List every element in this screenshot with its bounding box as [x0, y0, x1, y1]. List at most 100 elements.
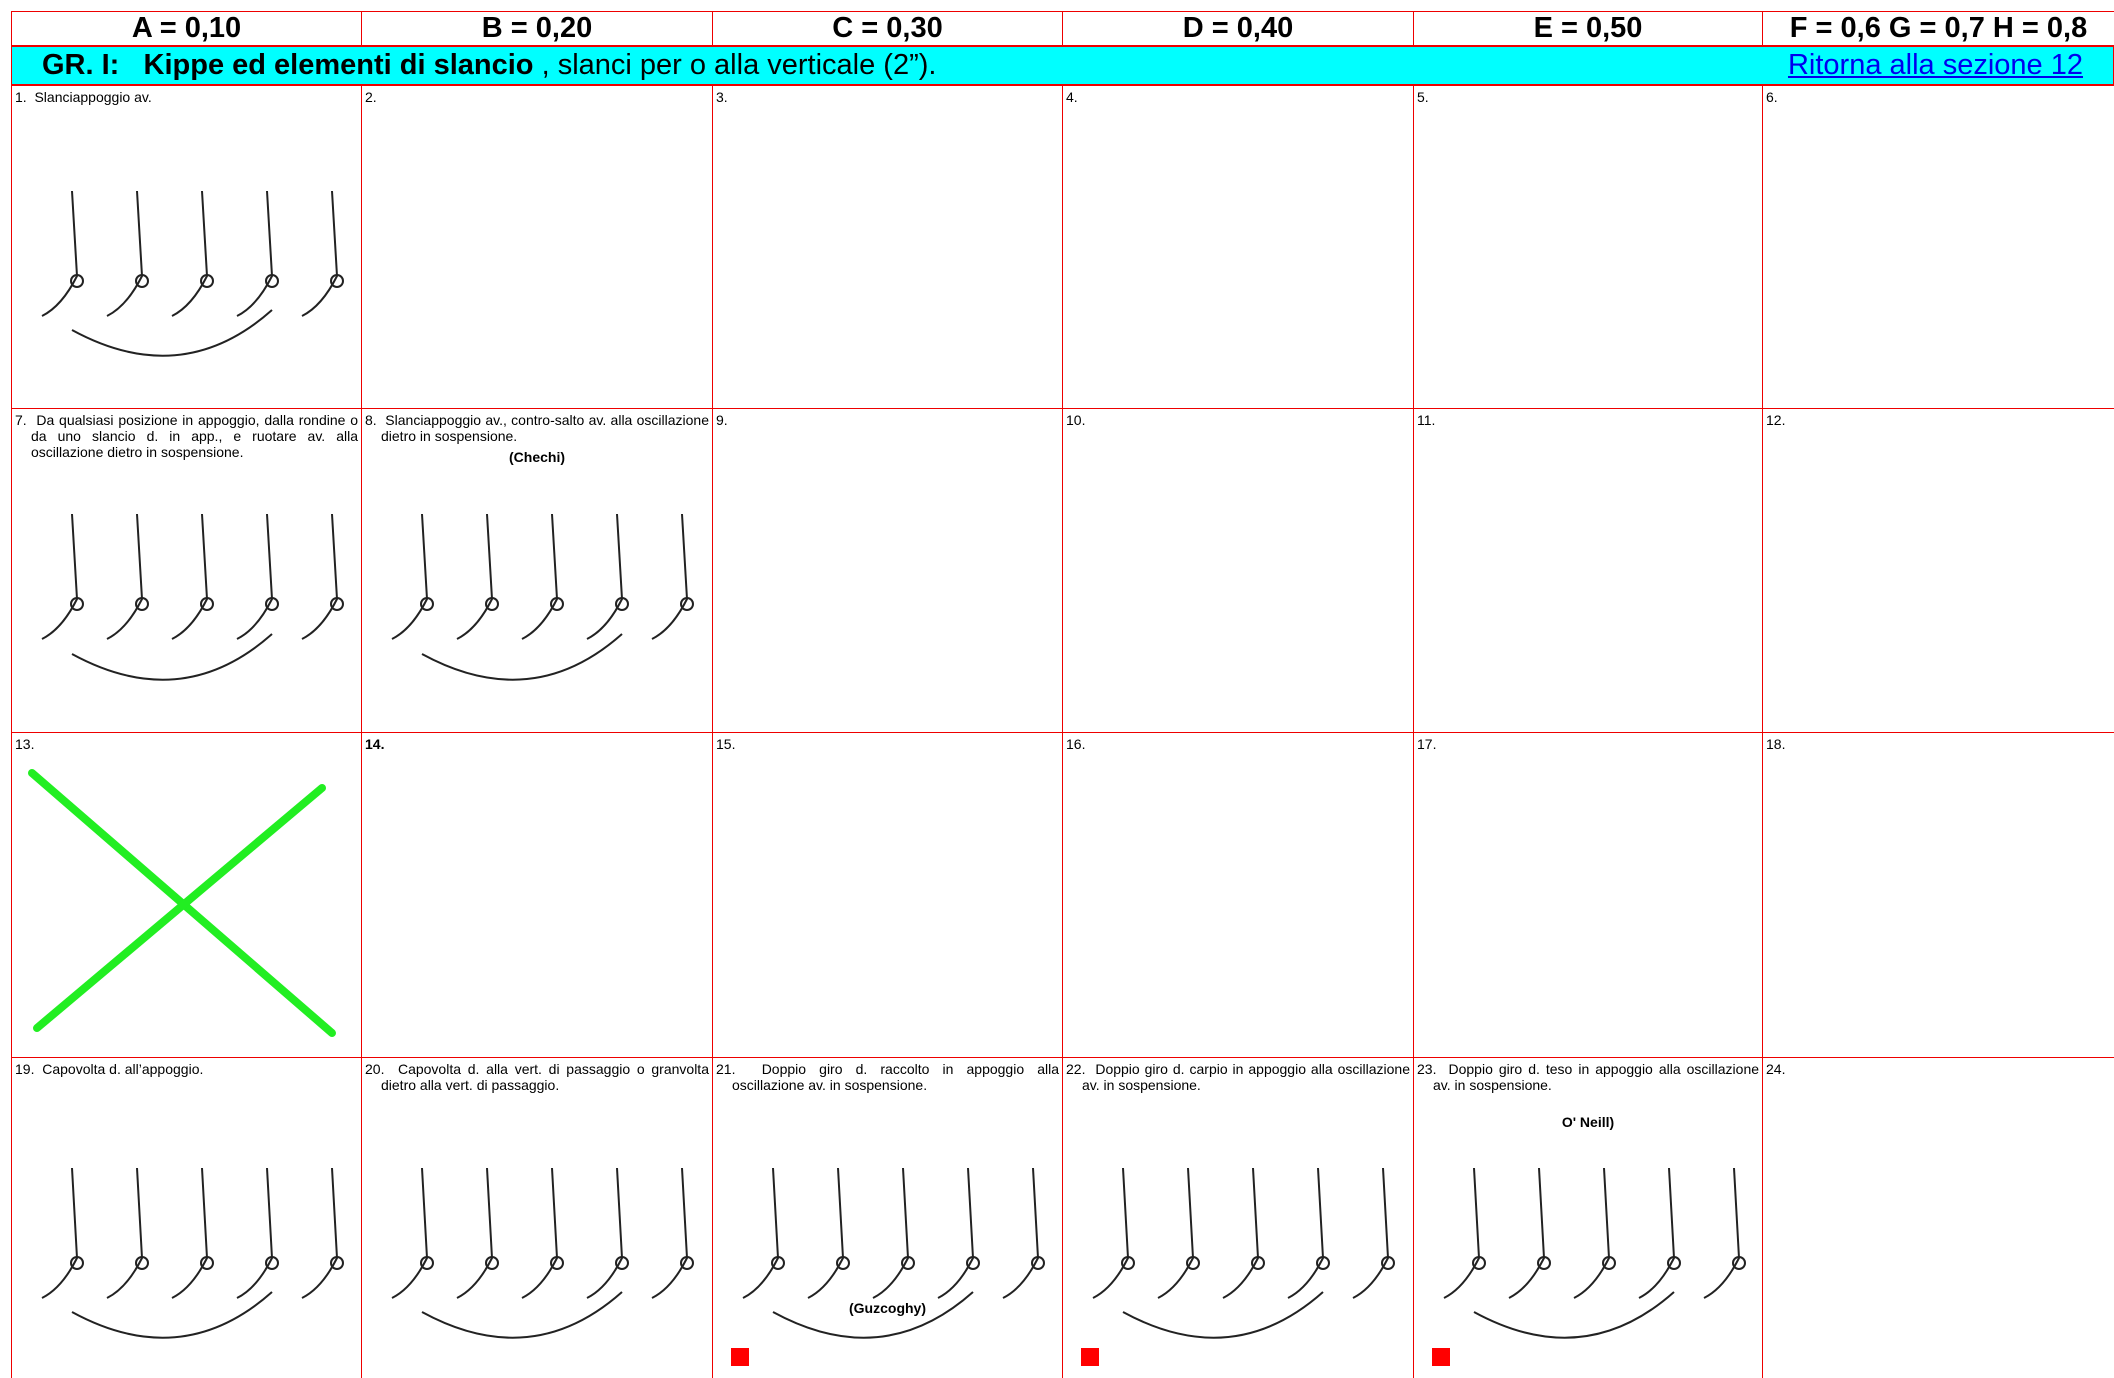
cell-description: Da qualsiasi posizione in appoggio, dall… [31, 412, 359, 460]
sketch-head [330, 597, 344, 611]
red-marker [1432, 1348, 1450, 1366]
sketch-arrow [71, 1291, 273, 1339]
cell-graphic [41, 1167, 344, 1339]
cell-graphic [1763, 1058, 2114, 1378]
cell-graphic [41, 513, 344, 681]
sketch-stroke [1638, 1167, 1676, 1299]
table-cell: 1. Slanciappoggio av. [11, 85, 362, 409]
cell-number: 24. [1766, 1061, 1786, 1077]
cell-text: 21. Doppio giro d. raccolto in appoggio … [716, 1061, 1059, 1093]
cell-text: 24. [1766, 1061, 2111, 1077]
table-cell: 24. [1762, 1057, 2114, 1378]
sketch-stroke [171, 190, 209, 317]
sketch-stroke [1092, 1167, 1130, 1299]
sketch-stroke [1703, 1167, 1741, 1299]
cell-graphic [362, 733, 713, 1058]
cell-number: 6. [1766, 89, 1778, 105]
cell-text: 17. [1417, 736, 1759, 752]
cell-text: 8. Slanciappoggio av., contro-salto av. … [365, 412, 709, 444]
cell-number: 13. [15, 736, 35, 752]
figure-sketch [742, 1167, 1045, 1339]
sketch-head [1602, 1256, 1616, 1270]
sketch-head [1732, 1256, 1746, 1270]
sketch-stroke [521, 513, 559, 640]
sketch-head [265, 1256, 279, 1270]
sketch-stroke [41, 190, 79, 317]
cell-graphic [1414, 409, 1763, 733]
sketch-head [1121, 1256, 1135, 1270]
cell-description: Capovolta d. all’appoggio. [42, 1061, 204, 1077]
cell-graphic [391, 513, 694, 681]
cell-text: 22. Doppio giro d. carpio in appoggio al… [1066, 1061, 1410, 1093]
table-cell: 11. [1413, 408, 1763, 733]
table-cell: 12. [1762, 408, 2114, 733]
column-header: B = 0,20 [361, 11, 713, 46]
sketch-stroke [456, 513, 494, 640]
cell-number: 22. [1066, 1061, 1086, 1077]
cell-number: 20. [365, 1061, 385, 1077]
sketch-stroke [586, 513, 624, 640]
cell-description: Doppio giro d. teso in appoggio alla osc… [1433, 1061, 1760, 1093]
sketch-head [771, 1256, 785, 1270]
sketch-stroke [1157, 1167, 1195, 1299]
back-link[interactable]: Ritorna alla sezione 12 [1787, 49, 2083, 81]
cell-number: 16. [1066, 736, 1086, 752]
sketch-head [420, 597, 434, 611]
sketch-arrow [772, 1291, 974, 1339]
cell-number: 9. [716, 412, 728, 428]
sketch-head [1251, 1256, 1265, 1270]
sketch-arrow [1473, 1291, 1675, 1339]
cell-number: 1. [15, 89, 27, 105]
sketch-stroke [171, 513, 209, 640]
table-cell: 17. [1413, 732, 1763, 1058]
sketch-head [265, 597, 279, 611]
sketch-arrow [421, 633, 623, 681]
sketch-stroke [521, 1167, 559, 1299]
sketch-head [1186, 1256, 1200, 1270]
cell-description: Slanciappoggio av., contro-salto av. all… [381, 412, 710, 444]
cell-number: 15. [716, 736, 736, 752]
cell-text: 1. Slanciappoggio av. [15, 89, 358, 105]
cell-text: 13. [15, 736, 358, 752]
cell-number: 18. [1766, 736, 1786, 752]
sketch-stroke [1508, 1167, 1546, 1299]
sketch-head [70, 1256, 84, 1270]
sketch-stroke [1352, 1167, 1390, 1299]
cell-number: 3. [716, 89, 728, 105]
table-cell: 21. Doppio giro d. raccolto in appoggio … [712, 1057, 1063, 1378]
cell-graphic [713, 86, 1063, 409]
cell-text: 3. [716, 89, 1059, 105]
column-header: E = 0,50 [1413, 11, 1763, 46]
cell-text: 2. [365, 89, 709, 105]
gymnast-name: O' Neill) [1561, 1114, 1615, 1130]
table-cell: 18. [1762, 732, 2114, 1058]
table-cell: 7. Da qualsiasi posizione in appoggio, d… [11, 408, 362, 733]
column-header: A = 0,10 [11, 11, 362, 46]
figure-sketch [391, 513, 694, 681]
sketch-stroke [301, 190, 339, 317]
sketch-head [836, 1256, 850, 1270]
sketch-stroke [236, 513, 274, 640]
sketch-head [680, 597, 694, 611]
cell-text: 6. [1766, 89, 2111, 105]
figure-sketch [41, 513, 344, 681]
cell-graphic [1414, 86, 1763, 409]
cell-text: 20. Capovolta d. alla vert. di passaggio… [365, 1061, 709, 1093]
column-header: F = 0,6 G = 0,7 H = 0,8 [1762, 11, 2114, 46]
sketch-arrow [421, 1291, 623, 1339]
section-title: Kippe ed elementi di slancio [143, 49, 534, 81]
cell-number: 19. [15, 1061, 35, 1077]
sketch-head [1316, 1256, 1330, 1270]
group-label: GR. I: [42, 49, 120, 81]
sketch-stroke [41, 513, 79, 640]
figure-sketch [1443, 1167, 1746, 1339]
sketch-head [200, 597, 214, 611]
sketch-stroke [1443, 1167, 1481, 1299]
table-cell: 14. [361, 732, 713, 1058]
cell-text: 10. [1066, 412, 1410, 428]
gymnast-name: (Guzcoghy) [849, 1300, 926, 1316]
sketch-head [615, 597, 629, 611]
sketch-stroke [872, 1167, 910, 1299]
cell-number: 14. [365, 736, 385, 752]
